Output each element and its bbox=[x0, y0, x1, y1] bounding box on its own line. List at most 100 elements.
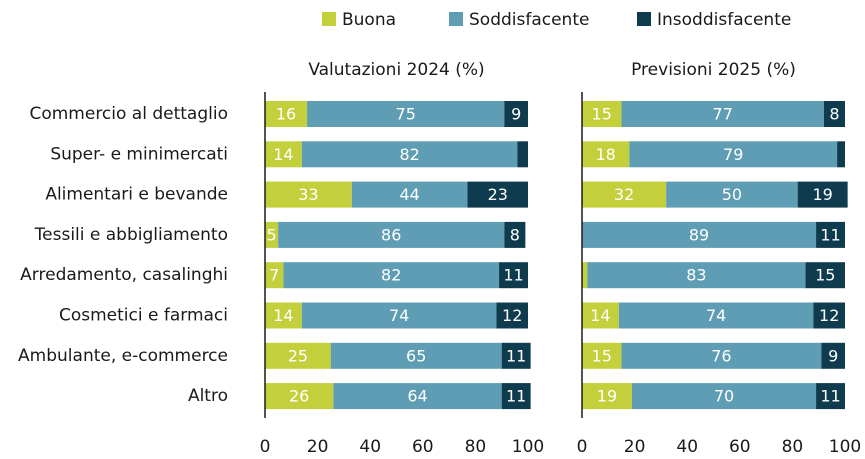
bar-segment bbox=[823, 101, 845, 127]
value-label: 14 bbox=[273, 145, 293, 164]
value-label: 89 bbox=[689, 225, 709, 244]
bar-segment bbox=[265, 181, 352, 208]
bar-segment bbox=[582, 221, 817, 248]
value-label: 70 bbox=[714, 387, 734, 406]
value-label: 50 bbox=[722, 185, 742, 204]
value-label: 14 bbox=[590, 306, 610, 325]
category-label: Arredamento, casalinghi bbox=[20, 265, 228, 285]
category-label: Ambulante, e-commerce bbox=[18, 346, 228, 366]
bar-segment bbox=[837, 141, 845, 168]
bar-segment bbox=[301, 302, 497, 329]
bar-segment bbox=[265, 101, 308, 127]
legend-label: Soddisfacente bbox=[469, 10, 589, 30]
x-tick-label: 60 bbox=[729, 437, 751, 457]
value-label: 19 bbox=[597, 387, 617, 406]
x-tick-label: 100 bbox=[512, 437, 544, 457]
value-label: 83 bbox=[686, 266, 706, 285]
panel-title: Valutazioni 2024 (%) bbox=[308, 60, 484, 80]
panel-title: Previsioni 2025 (%) bbox=[631, 60, 796, 80]
x-tick-label: 0 bbox=[260, 437, 271, 457]
category-label: Tessili e abbigliamento bbox=[34, 225, 228, 245]
x-tick-label: 80 bbox=[782, 437, 804, 457]
bar-segment bbox=[499, 262, 528, 289]
value-label: 11 bbox=[506, 387, 526, 406]
value-label: 8 bbox=[510, 225, 520, 244]
x-tick-label: 20 bbox=[307, 437, 329, 457]
value-label: 11 bbox=[503, 266, 523, 285]
bar-segment bbox=[631, 383, 817, 410]
bar-segment bbox=[501, 342, 531, 369]
bar-segment bbox=[278, 221, 505, 248]
bar-segment bbox=[265, 383, 334, 410]
value-label: 9 bbox=[828, 346, 838, 365]
x-tick-label: 20 bbox=[624, 437, 646, 457]
value-label: 44 bbox=[399, 185, 419, 204]
value-label: 32 bbox=[614, 185, 634, 204]
value-label: 86 bbox=[381, 225, 401, 244]
value-label: 82 bbox=[399, 145, 419, 164]
bar-segment bbox=[517, 141, 528, 168]
value-label: 26 bbox=[289, 387, 309, 406]
bar-segment bbox=[582, 101, 622, 127]
legend-swatch bbox=[449, 12, 463, 26]
value-label: 12 bbox=[502, 306, 522, 325]
bar-segment bbox=[301, 141, 518, 168]
value-label: 82 bbox=[381, 266, 401, 285]
bar-segment bbox=[265, 221, 279, 248]
bar-segment bbox=[283, 262, 500, 289]
value-label: 23 bbox=[488, 185, 508, 204]
value-label: 15 bbox=[592, 346, 612, 365]
bar-segment bbox=[587, 262, 806, 289]
value-label: 25 bbox=[288, 346, 308, 365]
bar-segment bbox=[582, 262, 588, 289]
value-label: 11 bbox=[820, 387, 840, 406]
category-label: Super- e minimercati bbox=[50, 144, 228, 164]
value-label: 11 bbox=[820, 225, 840, 244]
legend-swatch bbox=[637, 12, 651, 26]
x-tick-label: 0 bbox=[577, 437, 588, 457]
value-label: 9 bbox=[511, 105, 521, 124]
bar-segment bbox=[797, 181, 848, 208]
bar-segment bbox=[821, 342, 845, 369]
value-label: 7 bbox=[269, 266, 279, 285]
value-label: 12 bbox=[819, 306, 839, 325]
bar-segment bbox=[621, 342, 822, 369]
legend-swatch bbox=[322, 12, 336, 26]
bar-segment bbox=[333, 383, 502, 410]
bar-segment bbox=[666, 181, 798, 208]
bar-segment bbox=[496, 302, 528, 329]
bar-segment bbox=[582, 342, 622, 369]
value-label: 74 bbox=[389, 306, 409, 325]
value-label: 77 bbox=[713, 105, 733, 124]
value-label: 5 bbox=[266, 225, 276, 244]
value-label: 15 bbox=[592, 105, 612, 124]
value-label: 18 bbox=[595, 145, 615, 164]
x-tick-label: 40 bbox=[359, 437, 381, 457]
x-tick-label: 60 bbox=[412, 437, 434, 457]
bar-segment bbox=[265, 262, 284, 289]
bar-segment bbox=[330, 342, 502, 369]
bar-segment bbox=[618, 302, 814, 329]
bar-segment bbox=[816, 221, 845, 248]
bar-segment bbox=[467, 181, 528, 208]
bar-segment bbox=[582, 181, 667, 208]
bar-segment bbox=[816, 383, 845, 410]
bar-segment bbox=[621, 101, 824, 127]
bar-segment bbox=[582, 302, 619, 329]
bar-segment bbox=[813, 302, 845, 329]
bar-segment bbox=[501, 383, 531, 410]
bar-segment bbox=[307, 101, 505, 127]
value-label: 64 bbox=[407, 387, 427, 406]
value-label: 74 bbox=[706, 306, 726, 325]
x-tick-label: 40 bbox=[676, 437, 698, 457]
bar-segment bbox=[582, 383, 632, 410]
bar-segment bbox=[805, 262, 845, 289]
category-label: Commercio al dettaglio bbox=[29, 104, 228, 124]
value-label: 15 bbox=[815, 266, 835, 285]
bar-segment bbox=[351, 181, 468, 208]
value-label: 16 bbox=[276, 105, 296, 124]
legend-label: Insoddisfacente bbox=[657, 10, 791, 30]
bar-segment bbox=[265, 302, 302, 329]
bar-segment bbox=[582, 141, 630, 168]
